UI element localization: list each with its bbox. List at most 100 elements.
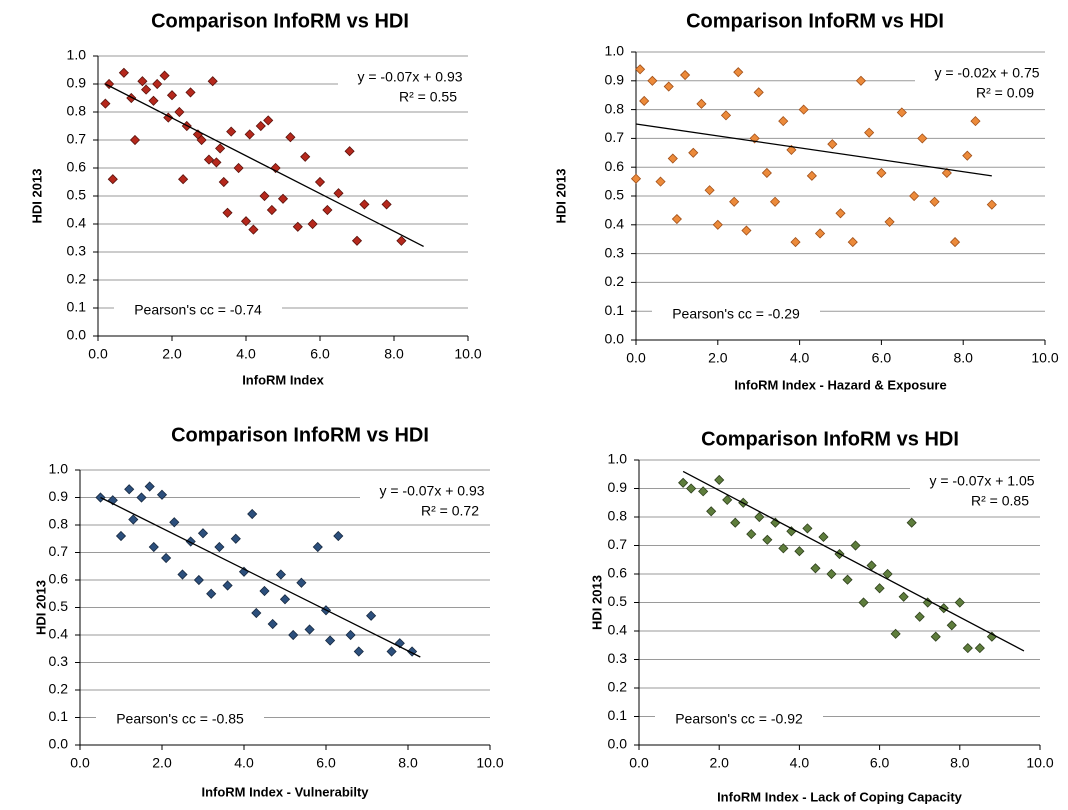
chart-title: Comparison InfoRM vs HDI xyxy=(171,424,429,446)
y-tick-label: 0.2 xyxy=(605,273,625,289)
data-point xyxy=(914,611,925,622)
x-tick-label: 2.0 xyxy=(708,350,728,366)
data-point xyxy=(366,610,377,621)
data-point xyxy=(778,543,789,554)
data-point xyxy=(810,563,821,574)
trend-line xyxy=(105,83,424,247)
data-point xyxy=(753,87,764,98)
data-point xyxy=(255,120,266,132)
y-tick-label: 0.0 xyxy=(605,331,625,347)
x-tick-label: 2.0 xyxy=(152,755,172,771)
data-point xyxy=(746,529,757,540)
data-point xyxy=(277,193,289,204)
data-point xyxy=(929,196,940,207)
y-tick-label: 1.0 xyxy=(67,47,87,63)
x-tick-label: 0.0 xyxy=(626,350,646,366)
y-tick-label: 0.9 xyxy=(605,72,625,88)
data-point xyxy=(688,147,699,158)
equation: y = -0.02x + 0.75 xyxy=(934,65,1039,81)
data-point xyxy=(730,517,741,528)
data-point xyxy=(714,474,725,486)
data-point xyxy=(704,185,715,196)
pearson-cc: Pearson's cc = -0.85 xyxy=(116,711,244,727)
y-tick-label: 0.7 xyxy=(605,129,625,145)
data-point xyxy=(786,144,797,155)
data-point xyxy=(126,92,137,104)
data-point xyxy=(196,134,207,146)
data-point xyxy=(827,139,838,150)
y-tick-label: 0.0 xyxy=(608,736,628,752)
trend-line xyxy=(635,123,992,177)
data-point xyxy=(909,190,920,202)
data-point xyxy=(322,204,333,216)
y-tick-label: 0.1 xyxy=(67,299,87,315)
y-tick-label: 0.5 xyxy=(608,593,628,609)
x-tick-label: 8.0 xyxy=(398,755,418,771)
x-tick-label: 0.0 xyxy=(88,346,108,362)
y-tick-label: 0.2 xyxy=(67,271,87,287)
y-tick-label: 0.7 xyxy=(49,543,69,559)
annotation-box xyxy=(652,302,820,328)
y-tick-label: 0.9 xyxy=(608,479,628,495)
data-point xyxy=(655,176,666,187)
data-point xyxy=(353,646,364,657)
data-point xyxy=(244,129,255,140)
data-point xyxy=(248,224,259,235)
data-point xyxy=(211,157,222,168)
chart-title: Comparison InfoRM vs HDI xyxy=(686,10,944,32)
data-point xyxy=(858,597,869,608)
data-point xyxy=(678,477,689,488)
y-tick-label: 0.9 xyxy=(49,488,69,504)
data-point xyxy=(197,528,209,539)
data-point xyxy=(222,580,233,591)
data-point xyxy=(100,98,111,109)
data-point xyxy=(304,624,315,635)
data-point xyxy=(396,235,407,246)
y-tick-label: 1.0 xyxy=(49,461,69,477)
data-point xyxy=(946,620,957,631)
data-point xyxy=(129,134,141,146)
y-tick-label: 0.3 xyxy=(608,650,628,666)
data-point xyxy=(802,523,813,534)
data-point xyxy=(864,127,875,138)
data-point xyxy=(896,107,907,118)
data-point xyxy=(954,597,965,608)
x-tick-label: 4.0 xyxy=(790,755,810,771)
x-tick-label: 10.0 xyxy=(1026,755,1053,771)
data-point xyxy=(344,146,355,157)
data-point xyxy=(266,204,277,216)
data-point xyxy=(970,116,981,127)
data-point xyxy=(930,631,941,642)
data-point xyxy=(847,237,858,248)
annotation-box xyxy=(96,707,264,733)
data-point xyxy=(166,90,178,101)
chart-title: Comparison InfoRM vs HDI xyxy=(151,10,409,32)
data-point xyxy=(144,481,155,492)
x-tick-label: 8.0 xyxy=(953,350,973,366)
y-tick-label: 0.5 xyxy=(67,187,87,203)
y-tick-label: 0.9 xyxy=(67,75,87,91)
data-point xyxy=(104,78,115,90)
y-tick-label: 0.2 xyxy=(608,679,628,695)
y-axis-label: HDI 2013 xyxy=(553,169,568,224)
data-point xyxy=(251,607,262,619)
data-point xyxy=(686,483,697,494)
data-point xyxy=(986,199,997,210)
data-point xyxy=(218,176,229,188)
data-point xyxy=(136,492,147,503)
y-tick-label: 0.4 xyxy=(608,622,628,638)
x-tick-label: 8.0 xyxy=(384,346,404,362)
data-point xyxy=(698,486,709,497)
x-tick-label: 10.0 xyxy=(1031,350,1058,366)
y-axis-label: HDI 2013 xyxy=(33,580,48,635)
data-point xyxy=(706,506,717,517)
data-point xyxy=(754,511,765,523)
y-tick-label: 0.8 xyxy=(608,508,628,524)
annotation-box xyxy=(910,470,1046,514)
data-point xyxy=(639,95,650,107)
data-point xyxy=(906,517,917,528)
data-point xyxy=(300,151,311,162)
x-tick-label: 2.0 xyxy=(709,755,729,771)
data-point xyxy=(161,552,172,564)
data-point xyxy=(230,533,241,544)
